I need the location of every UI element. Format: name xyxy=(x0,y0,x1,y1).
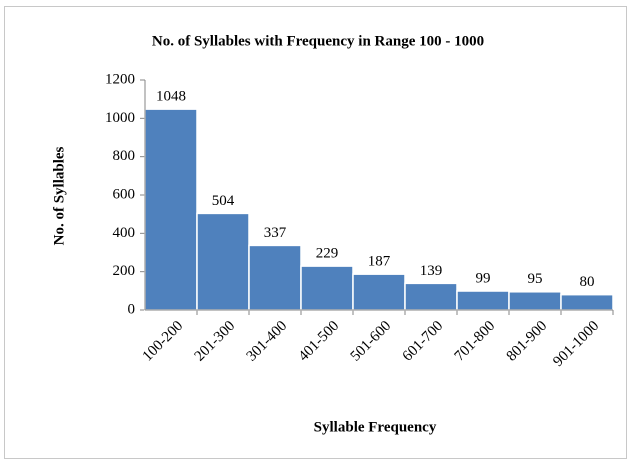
bar xyxy=(196,212,250,311)
y-tick-label: 0 xyxy=(128,301,136,317)
data-label: 1048 xyxy=(156,89,186,105)
x-axis-title: Syllable Frequency xyxy=(314,419,437,435)
data-label: 337 xyxy=(264,225,287,241)
data-label: 80 xyxy=(580,274,595,290)
y-tick-label: 1000 xyxy=(105,110,135,126)
data-label: 139 xyxy=(420,263,443,279)
y-tick-label: 400 xyxy=(113,225,136,241)
chart-title: No. of Syllables with Frequency in Range… xyxy=(152,33,484,49)
bar xyxy=(248,244,302,311)
data-label: 187 xyxy=(368,254,391,270)
bar xyxy=(560,293,614,311)
y-tick-label: 600 xyxy=(113,186,136,202)
bar xyxy=(404,282,458,311)
bar xyxy=(508,291,562,311)
bar xyxy=(456,290,510,311)
y-tick-label: 800 xyxy=(113,148,136,164)
data-label: 99 xyxy=(476,270,491,286)
y-axis-title: No. of Syllables xyxy=(51,146,67,245)
y-tick-label: 200 xyxy=(113,263,136,279)
data-label: 95 xyxy=(528,271,543,287)
bar xyxy=(144,108,198,311)
data-label: 504 xyxy=(212,193,235,209)
bar xyxy=(352,273,406,311)
data-label: 229 xyxy=(316,246,339,262)
chart-frame xyxy=(4,6,627,459)
bar xyxy=(300,265,354,311)
y-tick-label: 1200 xyxy=(105,71,135,87)
